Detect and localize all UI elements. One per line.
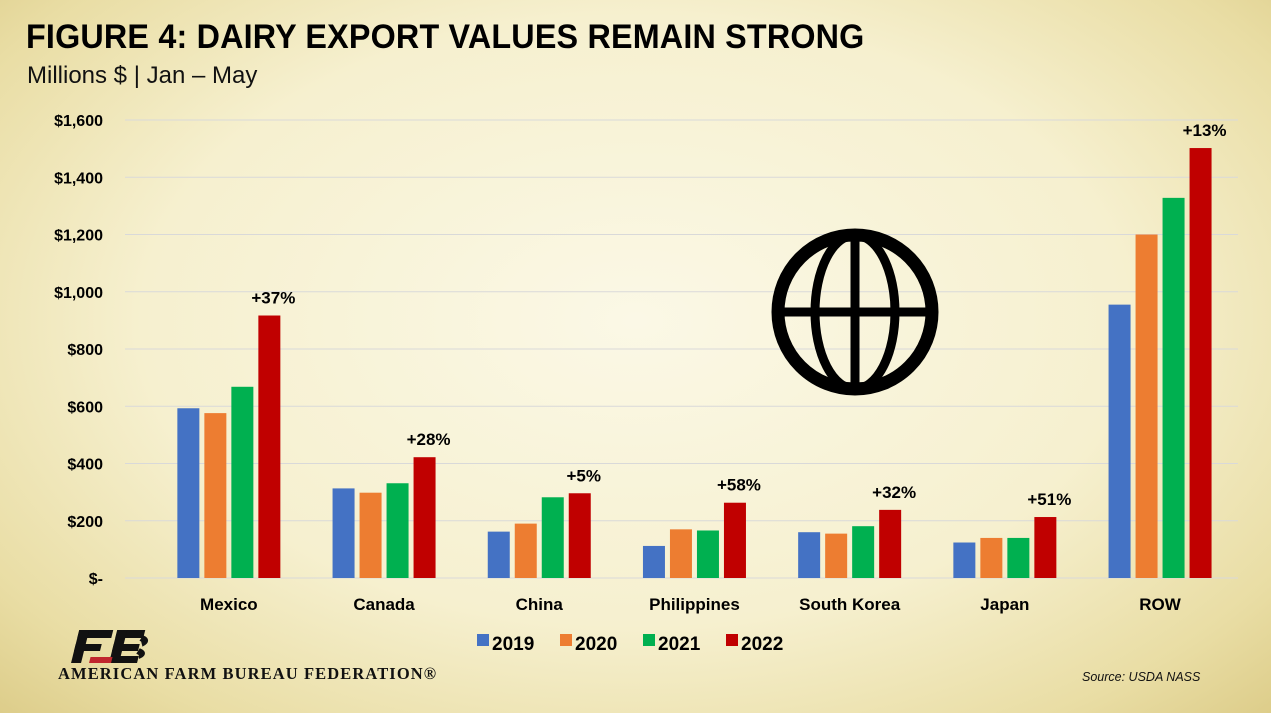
gridlines [125, 119, 1238, 579]
bar-2020-japan [980, 537, 1003, 578]
source-note: Source: USDA NASS [1082, 670, 1201, 684]
legend-label-2020: 2020 [575, 634, 617, 655]
bar-2021-philippines [696, 530, 719, 578]
legend-label-2019: 2019 [492, 634, 534, 655]
category-label: South Korea [799, 595, 901, 614]
chart-title: FIGURE 4: DAIRY EXPORT VALUES REMAIN STR… [26, 18, 865, 56]
category-label: Canada [353, 595, 415, 614]
legend-swatch-2019 [477, 634, 489, 646]
bar-2019-japan [953, 542, 976, 578]
bar-2022-philippines [723, 502, 746, 578]
category-label: Mexico [200, 595, 258, 614]
bar-2022-canada [413, 457, 436, 578]
y-tick-label: $1,200 [54, 228, 103, 245]
bar-2019-canada [332, 488, 355, 578]
legend-swatch-2022 [726, 634, 738, 646]
bar-2020-china [514, 523, 537, 578]
fb-logo-icon [71, 630, 149, 663]
change-annotation: +32% [872, 483, 916, 502]
bar-2020-mexico [204, 413, 227, 578]
y-tick-label: $- [89, 571, 103, 588]
bar-2021-mexico [231, 386, 254, 578]
legend-label-2022: 2022 [741, 634, 783, 655]
category-label: Philippines [649, 595, 740, 614]
bar-2021-japan [1007, 537, 1030, 578]
chart-subtitle: Millions $ | Jan – May [27, 62, 258, 89]
bar-2020-canada [359, 492, 382, 578]
y-tick-label: $400 [67, 457, 103, 474]
y-axis-ticks: $- $200 $400 $600 $800 $1,000 $1,200 $1,400 $1,6… [54, 113, 103, 588]
bar-2021-south-korea [852, 526, 875, 578]
change-annotation: +13% [1183, 121, 1227, 140]
bar-2019-philippines [642, 545, 665, 578]
y-tick-label: $800 [67, 342, 103, 359]
bar-2019-south-korea [798, 532, 821, 578]
bar-2019-row [1108, 304, 1131, 578]
bar-2021-canada [386, 483, 409, 578]
legend-label-2021: 2021 [658, 634, 701, 655]
category-label: Japan [980, 595, 1029, 614]
bar-2022-japan [1034, 517, 1057, 578]
bar-2022-south-korea [879, 509, 902, 578]
bars [177, 148, 1212, 579]
bar-2021-china [541, 497, 564, 578]
x-axis-categories: Mexico Canada China Philippines South Korea J… [200, 595, 1182, 614]
change-annotation: +5% [567, 466, 602, 485]
organization-name: AMERICAN FARM BUREAU FEDERATION® [58, 664, 438, 683]
annotations: +37% +28% +5% +58% +32% +51% +13% [251, 121, 1226, 509]
change-annotation: +37% [251, 289, 295, 308]
category-label: China [516, 595, 564, 614]
bar-2021-row [1162, 197, 1185, 579]
y-tick-label: $1,000 [54, 285, 103, 302]
y-tick-label: $200 [67, 514, 103, 531]
legend: 2019 2020 2021 2022 [477, 634, 783, 655]
change-annotation: +58% [717, 476, 761, 495]
bar-2020-row [1135, 234, 1158, 578]
bar-2019-china [487, 531, 510, 578]
bar-2019-mexico [177, 408, 200, 578]
legend-swatch-2021 [643, 634, 655, 646]
globe-icon [771, 228, 939, 396]
y-tick-label: $1,600 [54, 113, 103, 130]
bar-2022-china [568, 493, 591, 578]
legend-swatch-2020 [560, 634, 572, 646]
y-tick-label: $1,400 [54, 170, 103, 187]
y-tick-label: $600 [67, 399, 103, 416]
change-annotation: +51% [1027, 490, 1071, 509]
change-annotation: +28% [407, 430, 451, 449]
bar-2020-south-korea [825, 533, 848, 578]
bar-2022-row [1189, 148, 1212, 579]
category-label: ROW [1139, 595, 1182, 614]
bar-2022-mexico [258, 315, 281, 578]
bar-2020-philippines [669, 529, 692, 578]
